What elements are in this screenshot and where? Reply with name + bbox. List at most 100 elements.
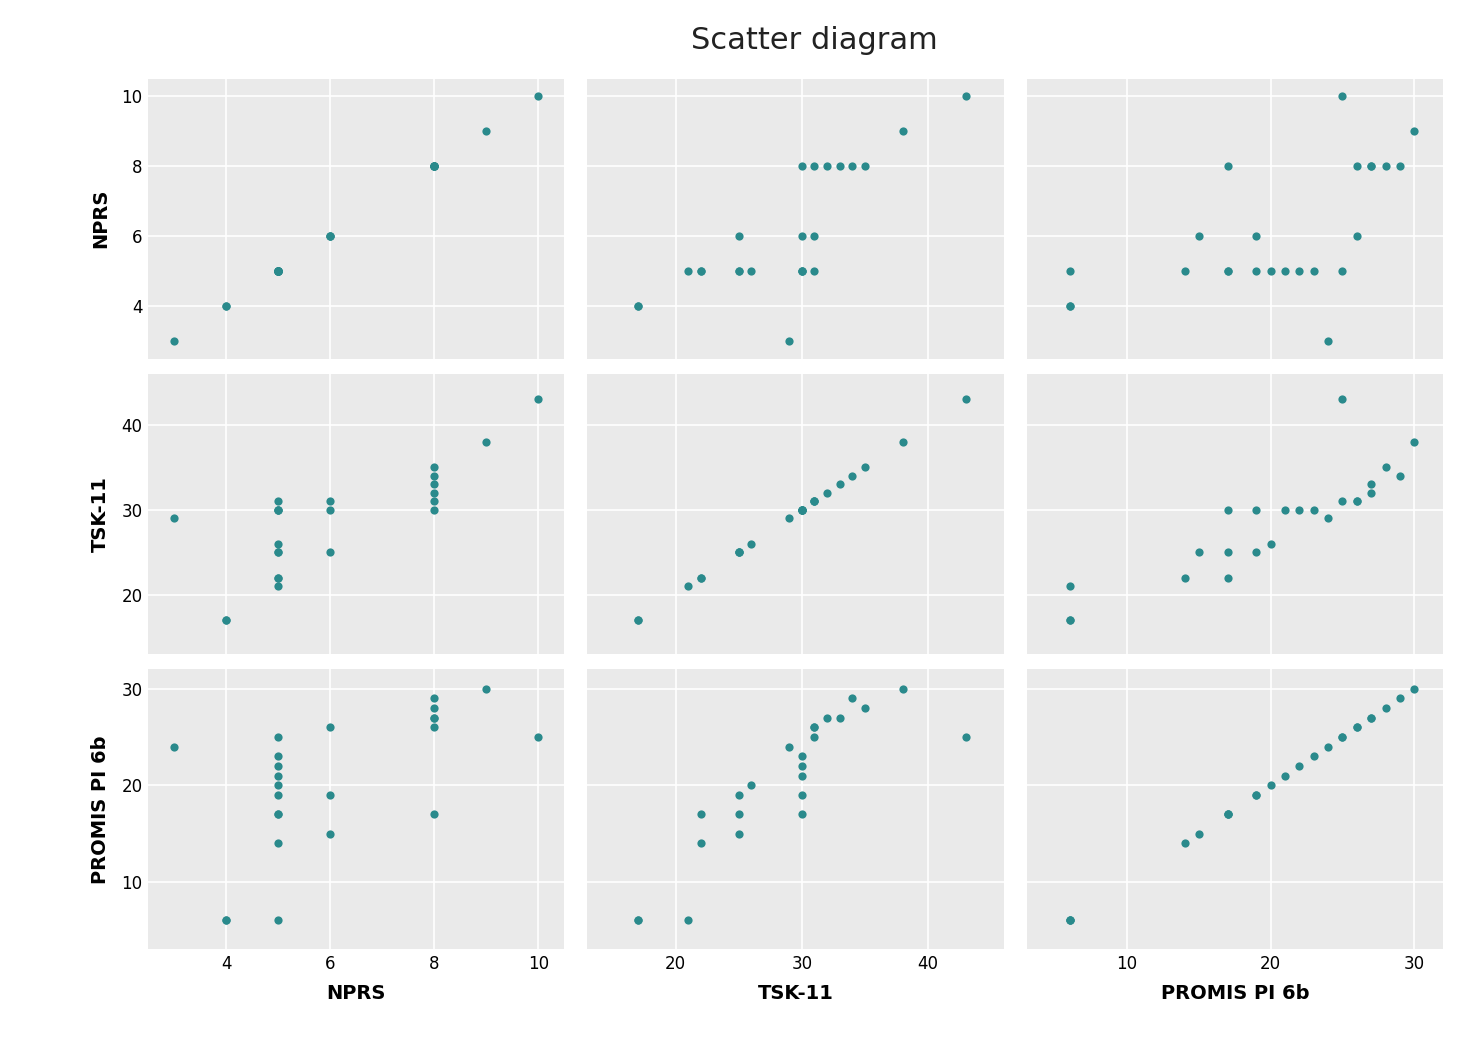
Point [266,501,290,518]
Point [1302,748,1326,765]
Point [1345,493,1369,510]
Point [1359,709,1382,726]
Point [266,578,290,595]
Point [1388,157,1412,174]
Point [790,262,814,279]
Point [1058,298,1082,315]
Point [1359,157,1382,174]
Point [802,493,826,510]
Point [422,157,445,174]
Point [266,262,290,279]
Point [318,543,342,560]
Point [626,912,650,928]
Point [1215,806,1239,822]
Point [266,493,290,510]
Point [740,262,764,279]
Point [727,543,750,560]
Point [1058,262,1082,279]
Point [1187,228,1211,244]
Point [1058,612,1082,628]
Point [955,729,978,746]
Point [802,262,826,279]
Point [422,459,445,476]
Point [163,738,186,755]
Point [266,262,290,279]
Point [318,228,342,244]
Point [266,262,290,279]
Point [1288,501,1311,518]
Point [1215,570,1239,586]
Point [1388,690,1412,707]
Point [790,501,814,518]
Point [790,262,814,279]
Point [1388,468,1412,485]
Point [527,729,551,746]
Point [266,543,290,560]
Point [422,157,445,174]
Point [841,468,864,485]
Point [266,262,290,279]
Point [777,510,801,527]
Point [727,262,750,279]
Point [790,757,814,774]
Point [266,262,290,279]
Point [1331,729,1354,746]
Point [527,391,551,408]
Point [790,157,814,174]
Point [266,535,290,552]
Point [266,835,290,852]
Point [727,262,750,279]
Point [1316,738,1339,755]
Point [802,493,826,510]
Point [802,719,826,735]
Y-axis label: PROMIS PI 6b: PROMIS PI 6b [92,735,110,883]
Point [266,501,290,518]
Point [1403,681,1427,698]
Point [422,709,445,726]
Point [802,719,826,735]
Point [1345,157,1369,174]
Point [215,912,238,928]
Point [1345,228,1369,244]
Point [422,501,445,518]
Point [1331,88,1354,105]
Point [790,501,814,518]
Point [422,157,445,174]
Point [163,333,186,349]
Point [266,262,290,279]
Point [1302,262,1326,279]
Point [422,485,445,501]
X-axis label: TSK-11: TSK-11 [758,984,833,1003]
Point [422,806,445,822]
Point [1058,578,1082,595]
Point [690,570,713,586]
Point [422,690,445,707]
Point [266,543,290,560]
Point [266,757,290,774]
Point [1359,485,1382,501]
Point [266,570,290,586]
Point [676,578,700,595]
Point [1345,493,1369,510]
Point [676,262,700,279]
Point [802,729,826,746]
Point [690,262,713,279]
Point [266,806,290,822]
Y-axis label: NPRS: NPRS [92,189,110,249]
Point [740,777,764,794]
Point [266,787,290,804]
Point [790,787,814,804]
Point [475,433,499,450]
Point [266,767,290,784]
Point [1215,543,1239,560]
Point [475,123,499,140]
Point [626,912,650,928]
Point [318,719,342,735]
Y-axis label: TSK-11: TSK-11 [92,476,110,552]
Point [1245,228,1268,244]
Point [422,719,445,735]
Point [266,570,290,586]
Point [215,298,238,315]
Point [891,681,915,698]
Point [422,709,445,726]
